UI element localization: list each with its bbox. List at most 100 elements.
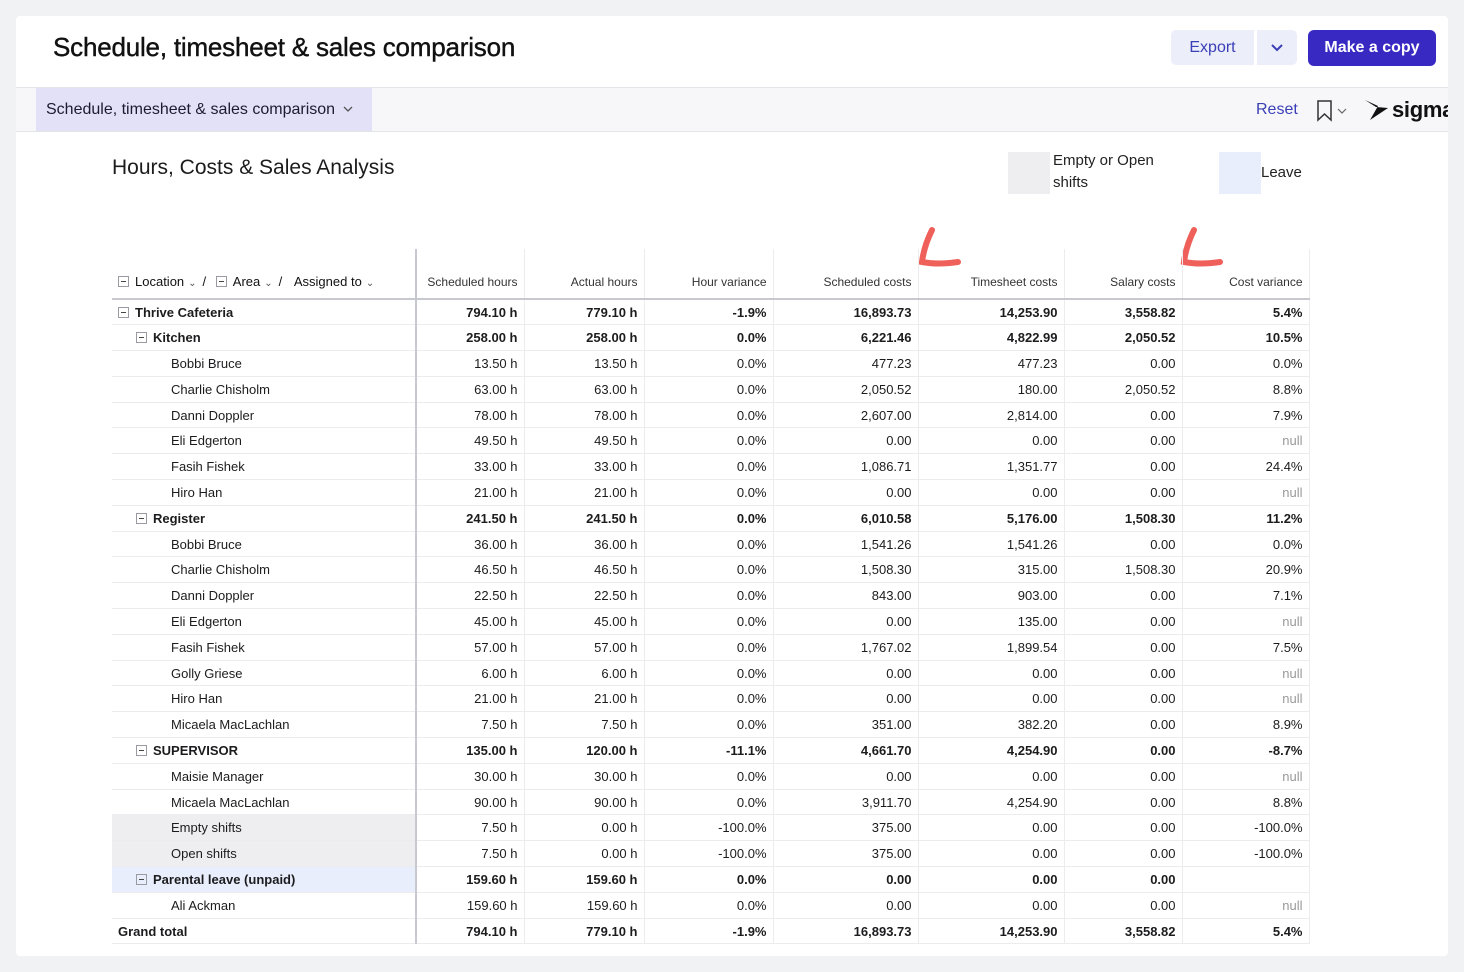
cell-actual-hours: 13.50 h: [524, 350, 645, 377]
cell-hour-variance: 0.0%: [644, 582, 774, 610]
cell-scheduled-costs: 16,893.73: [773, 299, 919, 326]
cell-salary-costs: 0.00: [1064, 840, 1183, 868]
group-header-location[interactable]: Location: [135, 274, 185, 289]
make-a-copy-button[interactable]: Make a copy: [1308, 30, 1436, 66]
table-row[interactable]: Ali Ackman 159.60 h 159.60 h 0.0% 0.00 0.00 0.…: [112, 892, 1310, 919]
group-header-assigned-to[interactable]: Assigned to: [293, 274, 362, 289]
cell-scheduled-costs: 0.00: [773, 479, 919, 506]
chevron-down-icon[interactable]: ⌄: [188, 278, 197, 289]
cell-scheduled-costs: 6,010.58: [773, 505, 919, 532]
column-header-cost-variance[interactable]: Cost variance: [1182, 249, 1310, 300]
cell-scheduled-costs: 0.00: [773, 427, 919, 455]
cell-scheduled-costs: 1,086.71: [773, 453, 919, 481]
collapse-icon[interactable]: [136, 873, 147, 885]
column-header-actual-hours[interactable]: Actual hours: [524, 249, 645, 300]
cell-cost-variance: null: [1182, 685, 1310, 713]
table-row[interactable]: Micaela MacLachlan 90.00 h 90.00 h 0.0% 3,91…: [112, 789, 1310, 816]
cell-timesheet-costs: 0.00: [918, 427, 1065, 455]
chevron-down-icon[interactable]: ⌄: [264, 278, 273, 289]
table-row[interactable]: Kitchen 258.00 h 258.00 h 0.0% 6,221.46 4,822…: [112, 324, 1310, 352]
cell-scheduled-costs: 3,911.70: [773, 789, 919, 816]
cell-hour-variance: 0.0%: [644, 350, 774, 377]
cell-hour-variance: 0.0%: [644, 608, 774, 635]
table-row[interactable]: Empty shifts 7.50 h 0.00 h -100.0% 375.00 0.0…: [112, 814, 1310, 842]
cell-hour-variance: 0.0%: [644, 505, 774, 532]
row-label-cell: Golly Griese: [112, 660, 417, 687]
cell-hour-variance: -11.1%: [644, 737, 774, 764]
table-row[interactable]: Thrive Cafeteria 794.10 h 779.10 h -1.9% 16,…: [112, 299, 1310, 326]
table-row[interactable]: Eli Edgerton 49.50 h 49.50 h 0.0% 0.00 0.00 0.…: [112, 427, 1310, 455]
table-row[interactable]: Micaela MacLachlan 7.50 h 7.50 h 0.0% 351.00…: [112, 711, 1310, 739]
column-header-scheduled-costs[interactable]: Scheduled costs: [773, 249, 919, 300]
collapse-icon[interactable]: [136, 512, 147, 524]
column-header-timesheet-costs[interactable]: Timesheet costs: [918, 249, 1065, 300]
cell-salary-costs: 0.00: [1064, 814, 1183, 842]
table-row[interactable]: Hiro Han 21.00 h 21.00 h 0.0% 0.00 0.00 0.00 nu…: [112, 479, 1310, 506]
table-row[interactable]: Danni Doppler 22.50 h 22.50 h 0.0% 843.00 903…: [112, 582, 1310, 610]
table-row[interactable]: Grand total 794.10 h 779.10 h -1.9% 16,893.7…: [112, 918, 1310, 945]
table-row[interactable]: Open shifts 7.50 h 0.00 h -100.0% 375.00 0.00…: [112, 840, 1310, 868]
column-header-scheduled-hours[interactable]: Scheduled hours: [416, 249, 525, 300]
row-label-cell: Bobbi Bruce: [112, 350, 417, 377]
table-row[interactable]: Hiro Han 21.00 h 21.00 h 0.0% 0.00 0.00 0.00 nu…: [112, 685, 1310, 713]
row-label-cell: Micaela MacLachlan: [112, 789, 417, 816]
row-label-cell: Micaela MacLachlan: [112, 711, 417, 739]
table-row[interactable]: Fasih Fishek 33.00 h 33.00 h 0.0% 1,086.71 1,…: [112, 453, 1310, 481]
bookmark-button[interactable]: [1316, 100, 1352, 127]
table-row[interactable]: SUPERVISOR 135.00 h 120.00 h -11.1% 4,661.70…: [112, 737, 1310, 764]
collapse-icon[interactable]: [118, 306, 129, 318]
table-row[interactable]: Golly Griese 6.00 h 6.00 h 0.0% 0.00 0.00 0.00…: [112, 660, 1310, 687]
cell-timesheet-costs: 5,176.00: [918, 505, 1065, 532]
cell-timesheet-costs: 903.00: [918, 582, 1065, 610]
table-row[interactable]: Bobbi Bruce 13.50 h 13.50 h 0.0% 477.23 477.2…: [112, 350, 1310, 377]
table-row[interactable]: Eli Edgerton 45.00 h 45.00 h 0.0% 0.00 135.00…: [112, 608, 1310, 635]
cell-actual-hours: 45.00 h: [524, 608, 645, 635]
row-label-cell: Charlie Chisholm: [112, 376, 417, 403]
cell-scheduled-costs: 0.00: [773, 763, 919, 790]
collapse-icon[interactable]: [136, 332, 147, 344]
export-options-button[interactable]: [1257, 30, 1297, 65]
cell-cost-variance: 5.4%: [1182, 918, 1310, 945]
legend-label-empty: Empty or Open shifts: [1053, 150, 1154, 194]
legend-label-line: Empty or Open: [1053, 152, 1154, 169]
table-row[interactable]: Danni Doppler 78.00 h 78.00 h 0.0% 2,607.00 2…: [112, 402, 1310, 429]
group-header-area[interactable]: Area: [232, 274, 261, 289]
cell-salary-costs: 0.00: [1064, 763, 1183, 790]
cell-salary-costs: 3,558.82: [1064, 299, 1183, 326]
table-row[interactable]: Maisie Manager 30.00 h 30.00 h 0.0% 0.00 0.00…: [112, 763, 1310, 790]
reset-button[interactable]: Reset: [1256, 101, 1298, 118]
collapse-icon[interactable]: [215, 276, 227, 287]
row-label: Hiro Han: [171, 691, 223, 707]
table-row[interactable]: Charlie Chisholm 63.00 h 63.00 h 0.0% 2,050.…: [112, 376, 1310, 403]
table-row[interactable]: Bobbi Bruce 36.00 h 36.00 h 0.0% 1,541.26 1,5…: [112, 531, 1310, 558]
row-label-cell: Danni Doppler: [112, 582, 417, 610]
cell-salary-costs: 2,050.52: [1064, 324, 1183, 352]
cell-salary-costs: 0.00: [1064, 660, 1183, 687]
cell-cost-variance: 11.2%: [1182, 505, 1310, 532]
page-title: Schedule, timesheet & sales comparison: [53, 32, 516, 62]
cell-actual-hours: 120.00 h: [524, 737, 645, 764]
row-label: Bobbi Bruce: [171, 355, 242, 371]
page-tab-selector[interactable]: Schedule, timesheet & sales comparison: [36, 88, 372, 131]
cell-cost-variance: 20.9%: [1182, 556, 1310, 584]
section-title: Hours, Costs & Sales Analysis: [112, 156, 395, 179]
column-header-salary-costs[interactable]: Salary costs: [1064, 249, 1183, 300]
table-row[interactable]: Charlie Chisholm 46.50 h 46.50 h 0.0% 1,508.…: [112, 556, 1310, 584]
collapse-icon[interactable]: [118, 276, 129, 287]
column-header-hour-variance[interactable]: Hour variance: [644, 249, 774, 300]
row-label-cell: Charlie Chisholm: [112, 556, 417, 584]
row-label-cell: Open shifts: [112, 840, 417, 868]
export-button[interactable]: Export: [1171, 30, 1254, 65]
sigma-logo: sigma: [1364, 97, 1448, 123]
cell-hour-variance: 0.0%: [644, 660, 774, 687]
chevron-down-icon[interactable]: ⌄: [365, 278, 375, 289]
cell-scheduled-hours: 159.60 h: [416, 892, 525, 919]
cell-scheduled-costs: 2,607.00: [773, 402, 919, 429]
collapse-icon[interactable]: [136, 744, 147, 756]
table-row[interactable]: Fasih Fishek 57.00 h 57.00 h 0.0% 1,767.02 1,…: [112, 634, 1310, 661]
cell-hour-variance: -1.9%: [644, 918, 774, 945]
table-row[interactable]: Register 241.50 h 241.50 h 0.0% 6,010.58 5,17…: [112, 505, 1310, 532]
cell-scheduled-hours: 57.00 h: [416, 634, 525, 661]
cell-scheduled-hours: 78.00 h: [416, 402, 525, 429]
